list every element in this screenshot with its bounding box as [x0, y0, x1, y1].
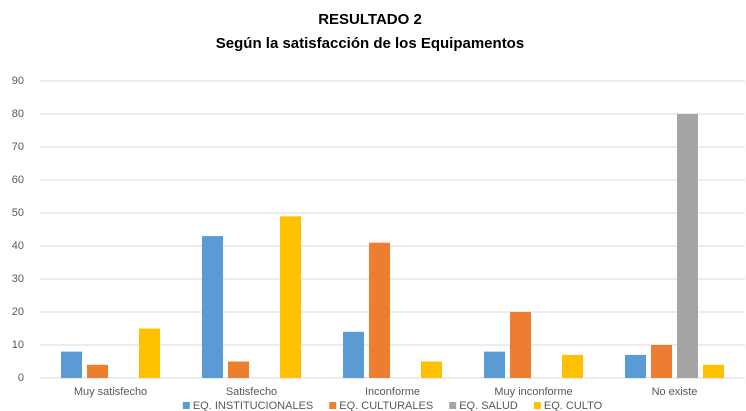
bar [484, 351, 505, 378]
bar [61, 351, 82, 378]
bar [87, 364, 108, 378]
bar [703, 364, 724, 378]
x-tick-label: Satisfecho [226, 386, 277, 398]
bar [625, 354, 646, 378]
x-tick-label: Muy inconforme [494, 386, 572, 398]
legend-label: EQ. CULTO [544, 400, 603, 411]
y-tick-label: 50 [12, 207, 24, 219]
bar [421, 361, 442, 378]
legend-label: EQ. CULTURALES [339, 400, 433, 411]
legend-swatch [329, 402, 337, 409]
bar [562, 354, 583, 378]
bar [651, 345, 672, 378]
x-tick-label: Muy satisfecho [74, 386, 147, 398]
y-tick-label: 60 [12, 174, 24, 186]
legend-label: EQ. INSTITUCIONALES [193, 400, 313, 411]
y-tick-label: 20 [12, 306, 24, 318]
bar [280, 216, 301, 378]
bar [510, 312, 531, 378]
y-tick-label: 40 [12, 240, 24, 252]
chart-subtitle: Según la satisfacción de los Equipamento… [216, 35, 524, 52]
bar [677, 114, 698, 378]
y-tick-label: 70 [12, 141, 24, 153]
y-tick-label: 0 [18, 372, 24, 384]
x-tick-label: Inconforme [365, 386, 420, 398]
y-tick-label: 10 [12, 339, 24, 351]
y-tick-label: 90 [12, 75, 24, 87]
bar [228, 361, 249, 378]
y-tick-label: 30 [12, 273, 24, 285]
y-tick-label: 80 [12, 108, 24, 120]
bar [139, 328, 160, 378]
bar [343, 331, 364, 378]
bar [202, 236, 223, 378]
x-tick-label: No existe [652, 386, 698, 398]
legend-swatch [533, 402, 541, 409]
legend-swatch [182, 402, 190, 409]
legend-swatch [449, 402, 457, 409]
bar [369, 242, 390, 378]
legend-label: EQ. SALUD [459, 400, 518, 411]
chart-title: RESULTADO 2 [318, 11, 422, 28]
